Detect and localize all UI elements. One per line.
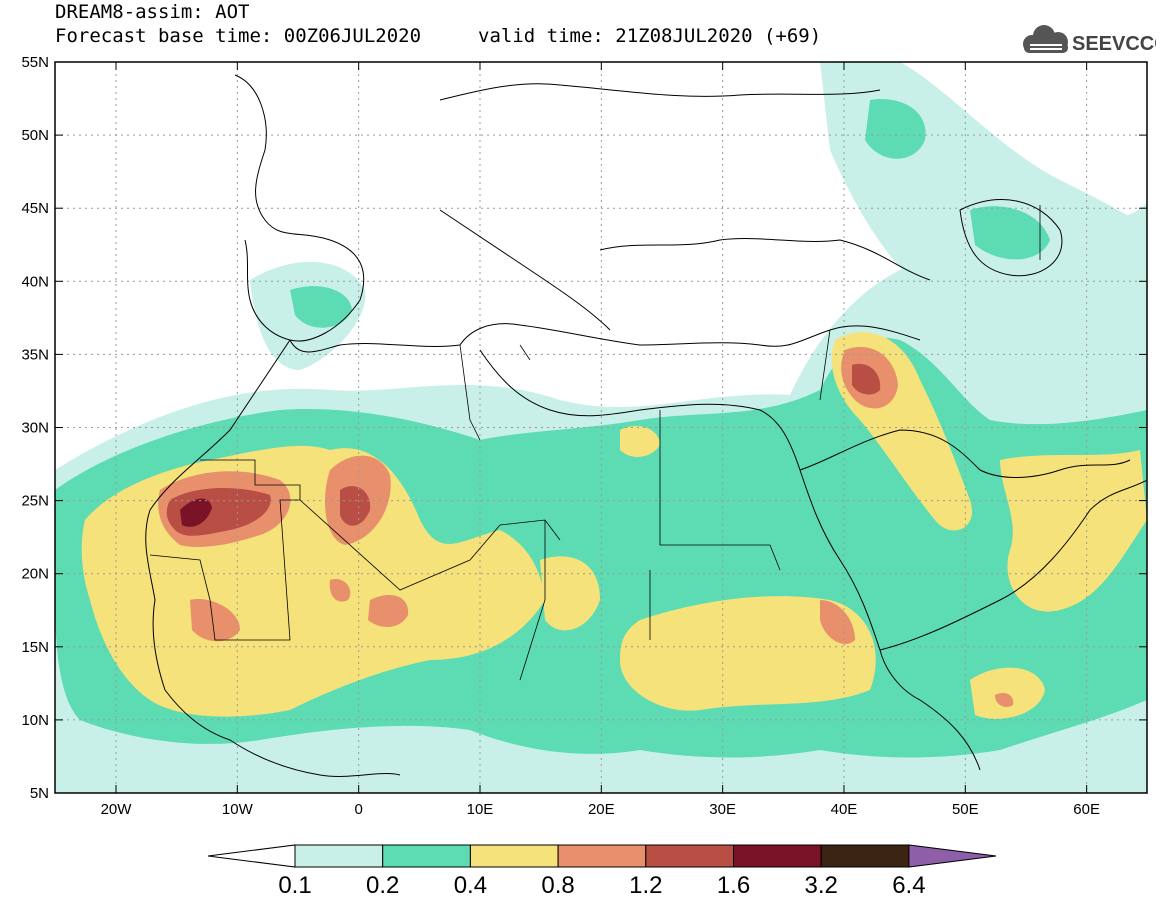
- map-title: DREAM8-assim: AOT: [55, 1, 250, 23]
- colorbar-label: 3.2: [805, 872, 838, 899]
- lon-label: 20W: [101, 801, 133, 818]
- lon-label: 40E: [831, 801, 858, 818]
- lat-label: 50N: [21, 127, 49, 144]
- latitude-axis: 55N 50N 45N 40N 35N 30N 25N 20N 15N 10N 5N: [21, 54, 1147, 802]
- lon-label: 50E: [952, 801, 979, 818]
- lon-label: 60E: [1073, 801, 1100, 818]
- lat-label: 10N: [21, 712, 49, 729]
- colorbar-label: 0.4: [454, 872, 487, 899]
- seevccc-logo: SEEVCCC: [1018, 22, 1165, 60]
- colorbar-swatch: [294, 844, 384, 868]
- colorbar-label: 0.2: [366, 872, 399, 899]
- lat-label: 5N: [30, 785, 49, 802]
- logo-text: SEEVCCC: [1072, 33, 1156, 55]
- country-borders: [149, 205, 1041, 681]
- colorbar-over-triangle: [908, 844, 997, 868]
- colorbar-under-triangle: [207, 844, 296, 868]
- lat-label: 25N: [21, 493, 49, 510]
- lon-label: 20E: [588, 801, 615, 818]
- colorbar-label: 0.8: [541, 872, 574, 899]
- colorbar-swatch: [557, 844, 647, 868]
- colorbar-label: 0.1: [278, 872, 311, 899]
- cloud-icon: SEEVCCC: [1023, 25, 1165, 55]
- lon-label: 30E: [709, 801, 736, 818]
- graticule: [55, 62, 1147, 793]
- aot-level-1.6: [180, 498, 212, 527]
- lat-label: 20N: [21, 566, 49, 583]
- lat-label: 45N: [21, 200, 49, 217]
- coastlines: [145, 74, 1147, 777]
- lat-label: 30N: [21, 420, 49, 437]
- lat-label: 55N: [21, 54, 49, 71]
- colorbar-swatch: [382, 844, 471, 868]
- lon-label: 10W: [222, 801, 254, 818]
- valid-time: valid time: 21Z08JUL2020 (+69): [478, 25, 822, 47]
- lon-label: 10E: [467, 801, 494, 818]
- forecast-base-time: Forecast base time: 00Z06JUL2020: [55, 25, 422, 47]
- colorbar-label: 1.2: [629, 872, 662, 899]
- colorbar-label: 1.6: [717, 872, 750, 899]
- colorbar-swatch: [469, 844, 559, 868]
- colorbar-swatch: [733, 844, 822, 868]
- colorbar-swatch: [645, 844, 734, 868]
- colorbar-swatch: [820, 844, 910, 868]
- aot-field: [55, 62, 1147, 793]
- lat-label: 35N: [21, 346, 49, 363]
- lon-label: 0: [354, 801, 362, 818]
- lat-label: 40N: [21, 273, 49, 290]
- lat-label: 15N: [21, 639, 49, 656]
- longitude-axis: 20W 10W 0 10E 20E 30E 40E 50E 60E: [101, 62, 1100, 818]
- colorbar: 0.1 0.2 0.4 0.8 1.2 1.6 3.2 6.4: [207, 844, 997, 899]
- colorbar-label: 6.4: [892, 872, 925, 899]
